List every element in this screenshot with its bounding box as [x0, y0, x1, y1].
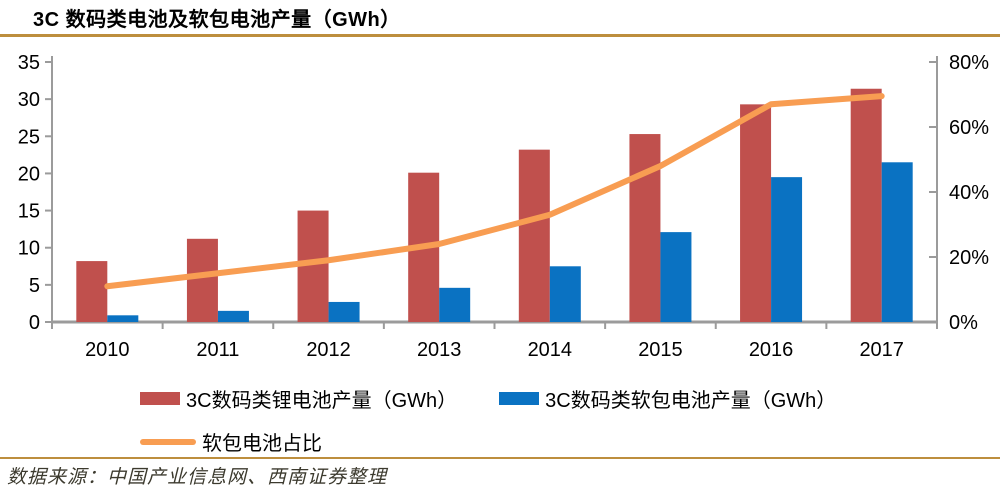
legend-label: 软包电池占比	[202, 433, 322, 455]
bar-lithium-2010	[76, 261, 108, 322]
legend-item-pouch-ratio: 软包电池占比	[140, 427, 322, 456]
bar-pouch-2011	[217, 310, 249, 322]
y-left-tick-label: 35	[18, 52, 40, 74]
bar-lithium-2011	[186, 238, 218, 322]
legend-swatch-line	[140, 438, 196, 445]
y-left-tick-label: 10	[18, 238, 40, 260]
line-pouch-ratio	[104, 93, 885, 290]
y-right-tick-label: 80%	[949, 52, 989, 74]
y-left-tick-label: 0	[29, 312, 40, 334]
bar-pouch-2010	[107, 315, 139, 322]
chart-canvas: 0 5 10 15 20 25 30 35 0% 20% 40% 60% 80% 2010 2011 2012…	[18, 52, 989, 361]
y-left-tick-label: 25	[18, 126, 40, 148]
x-axis-label-2012: 2012	[306, 339, 351, 361]
legend: 3C数码类锂电池产量（GWh） 3C数码类软包电池产量（GWh） 软包电池占比	[140, 384, 960, 456]
bar-lithium-2016	[740, 104, 772, 322]
bar-pouch-2012	[328, 301, 360, 322]
x-axis-label-2016: 2016	[749, 339, 794, 361]
title-underline	[0, 34, 1000, 37]
y-right-tick-label: 60%	[949, 117, 989, 139]
bar-lithium-2017	[850, 88, 882, 322]
y-right-tick-label: 20%	[949, 247, 989, 269]
y-left-tick-label: 30	[18, 89, 40, 111]
x-axis-label-2017: 2017	[859, 339, 904, 361]
bar-pouch-2013	[439, 287, 471, 322]
y-right-tick-label: 0%	[949, 312, 978, 334]
bar-pouch-2014	[549, 266, 581, 322]
chart-title: 3C 数码类电池及软包电池产量（GWh）	[33, 9, 401, 31]
y-left-tick-label: 20	[18, 163, 40, 185]
legend-swatch-box	[499, 392, 540, 405]
bar-pouch-2017	[881, 162, 913, 322]
legend-label: 3C数码类锂电池产量（GWh）	[186, 390, 458, 412]
y-left-tick-label: 5	[29, 275, 40, 297]
y-right-tick-label: 40%	[949, 182, 989, 204]
bar-lithium-2014	[518, 149, 550, 322]
x-axis-label-2015: 2015	[638, 339, 683, 361]
x-axis-label-2013: 2013	[417, 339, 462, 361]
legend-item-pouch: 3C数码类软包电池产量（GWh）	[499, 384, 836, 413]
x-axis-label-2014: 2014	[528, 339, 573, 361]
bar-pouch-2015	[660, 232, 692, 322]
source-note: 数据来源：中国产业信息网、西南证券整理	[7, 467, 388, 488]
x-axis-label-2010: 2010	[85, 339, 130, 361]
bar-lithium-2015	[629, 134, 661, 322]
bar-pouch-2016	[771, 177, 803, 322]
legend-item-lithium: 3C数码类锂电池产量（GWh）	[140, 384, 457, 413]
legend-row: 3C数码类锂电池产量（GWh） 3C数码类软包电池产量（GWh）	[140, 384, 960, 413]
legend-row: 软包电池占比	[140, 427, 960, 456]
footer-rule	[0, 457, 1000, 459]
y-left-tick-label: 15	[18, 201, 40, 223]
legend-swatch-box	[140, 392, 180, 405]
x-axis-label-2011: 2011	[196, 339, 239, 361]
legend-label: 3C数码类软包电池产量（GWh）	[545, 390, 837, 412]
